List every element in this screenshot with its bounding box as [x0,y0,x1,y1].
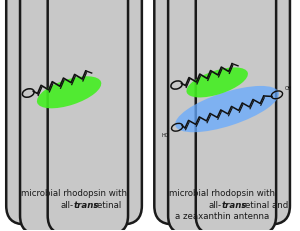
Text: all-: all- [209,201,222,210]
FancyBboxPatch shape [34,0,114,224]
FancyBboxPatch shape [196,0,276,231]
Text: microbial rhodopsin with: microbial rhodopsin with [21,189,127,198]
FancyBboxPatch shape [6,0,87,224]
Ellipse shape [37,77,101,109]
Text: HO: HO [162,132,169,137]
FancyBboxPatch shape [182,0,262,224]
Text: microbial rhodopsin with: microbial rhodopsin with [169,189,275,198]
FancyBboxPatch shape [61,0,142,224]
FancyBboxPatch shape [154,0,235,224]
Text: all-: all- [61,201,74,210]
Text: a zeaxanthin antenna: a zeaxanthin antenna [175,211,269,220]
Ellipse shape [187,68,248,98]
Text: OH: OH [285,86,292,91]
Ellipse shape [175,87,279,133]
FancyBboxPatch shape [20,0,100,231]
FancyBboxPatch shape [210,0,290,224]
FancyBboxPatch shape [168,0,248,231]
FancyBboxPatch shape [48,0,128,231]
Text: trans: trans [74,201,100,210]
Text: retinal: retinal [91,201,121,210]
Text: retinal and: retinal and [239,201,288,210]
Text: trans: trans [222,201,248,210]
